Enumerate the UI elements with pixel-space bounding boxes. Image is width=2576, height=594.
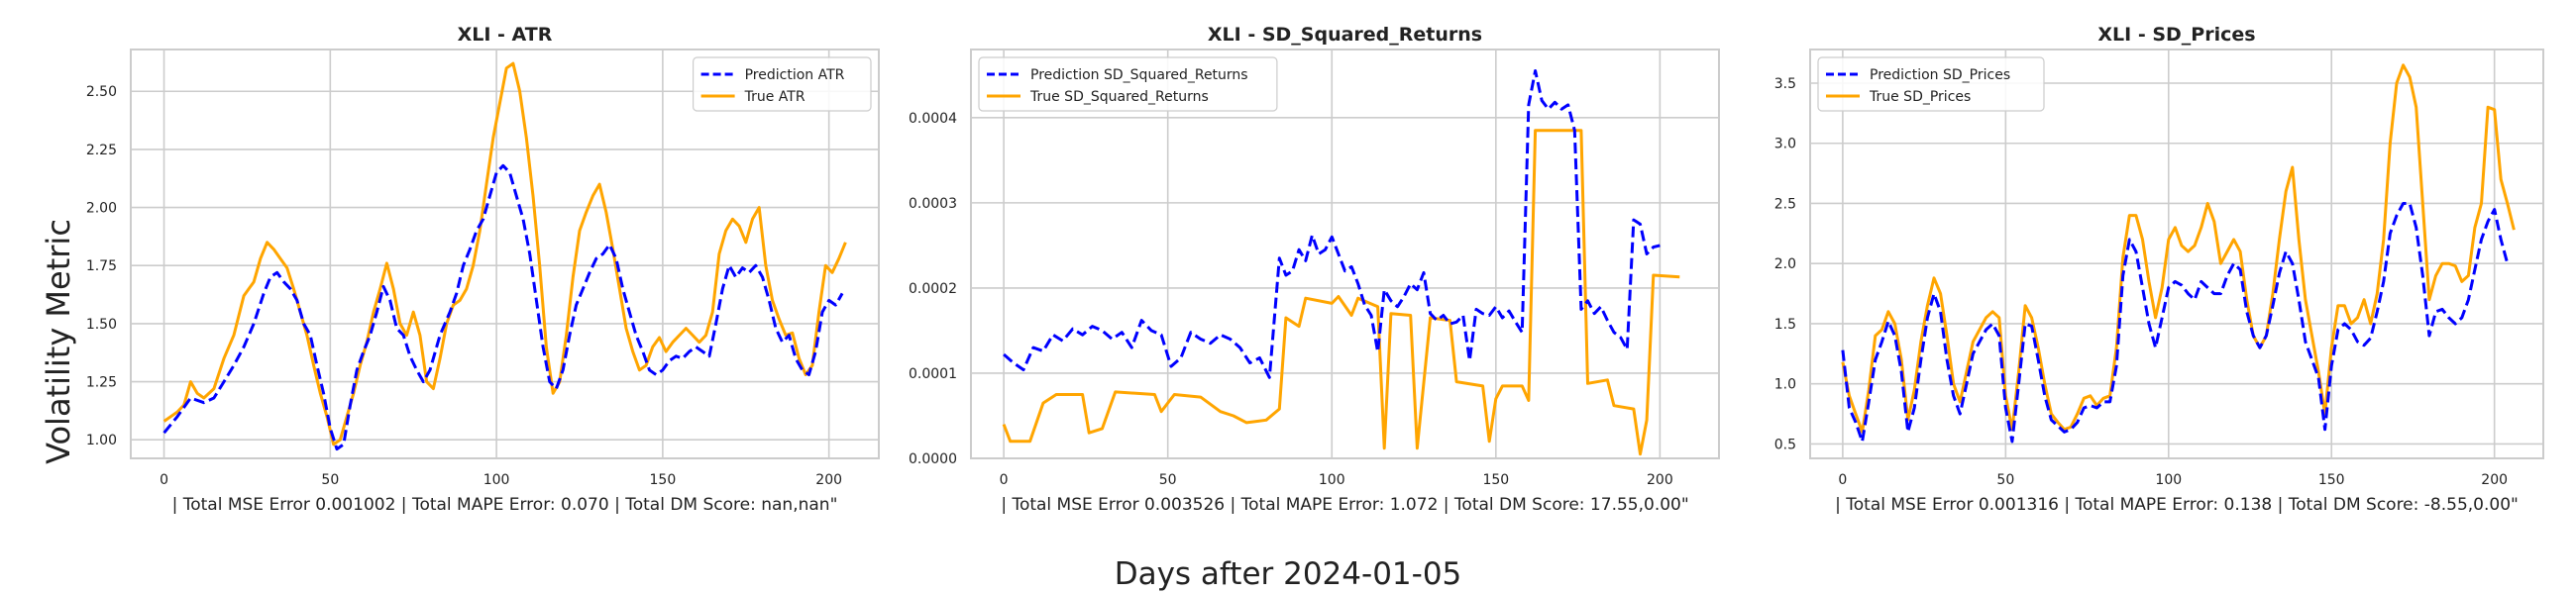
x-tick-label: 100 (1319, 472, 1345, 488)
y-tick-label: 1.50 (86, 317, 117, 333)
y-tick-label: 2.5 (1774, 196, 1796, 212)
x-tick-label: 200 (815, 472, 842, 488)
legend: Prediction SD_Prices True SD_Prices (1818, 57, 2044, 111)
x-tick-label: 150 (2318, 472, 2345, 488)
y-tick-label: 1.0 (1774, 377, 1796, 393)
y-tick-label: 0.5 (1774, 437, 1796, 452)
y-tick-label: 2.00 (86, 201, 117, 217)
series-line-prediction (1843, 204, 2508, 443)
legend-label: True ATR (744, 89, 805, 105)
y-tick-label: 1.75 (86, 258, 117, 274)
chart-panel-3: 0 50 100 150 200 0.5 1.0 1.5 2.0 2.5 3.0 3.5 XLI - S… (1774, 24, 2543, 515)
legend-label: Prediction SD_Squared_Returns (1030, 67, 1248, 83)
y-tick-label: 0.0004 (909, 111, 957, 127)
y-tick-label: 3.5 (1774, 76, 1796, 92)
series-line-true (1004, 131, 1679, 454)
figure-ylabel: Volatility Metric (40, 219, 77, 464)
y-tick-label: 3.0 (1774, 137, 1796, 152)
y-tick-label: 0.0001 (909, 366, 957, 382)
series-line-true (164, 63, 846, 445)
x-tick-label: 50 (321, 472, 339, 488)
x-tick-label: 100 (483, 472, 510, 488)
y-tick-label: 1.00 (86, 433, 117, 448)
legend-label: Prediction ATR (745, 67, 845, 83)
chart-xlabel: | Total MSE Error 0.001316 | Total MAPE … (1835, 495, 2519, 515)
x-tick-label: 50 (1996, 472, 2014, 488)
x-tick-label: 0 (1000, 472, 1009, 488)
chart-title: XLI - SD_Squared_Returns (1208, 24, 1482, 46)
y-tick-label: 0.0003 (909, 196, 957, 212)
x-tick-label: 0 (160, 472, 168, 488)
x-tick-label: 200 (1647, 472, 1673, 488)
chart-panel-2: 0 50 100 150 200 0.0000 0.0001 0.0002 0.0003 0.00… (909, 24, 1719, 515)
y-tick-label: 0.0000 (909, 451, 957, 467)
y-tick-label: 0.0002 (909, 281, 957, 297)
legend-label: True SD_Prices (1869, 89, 1971, 105)
legend-label: Prediction SD_Prices (1870, 67, 2010, 83)
chart-xlabel: | Total MSE Error 0.003526 | Total MAPE … (1001, 495, 1688, 515)
figure-xlabel: Days after 2024-01-05 (1115, 556, 1462, 592)
x-tick-label: 150 (650, 472, 677, 488)
legend: Prediction ATR True ATR (694, 57, 871, 111)
chart-title: XLI - ATR (458, 24, 553, 46)
x-tick-label: 100 (2155, 472, 2182, 488)
x-tick-label: 0 (1838, 472, 1847, 488)
y-tick-label: 2.0 (1774, 256, 1796, 272)
series-line-true (1843, 65, 2514, 433)
y-tick-label: 1.25 (86, 375, 117, 391)
x-tick-label: 150 (1482, 472, 1509, 488)
chart-xlabel: | Total MSE Error 0.001002 | Total MAPE … (172, 495, 838, 515)
chart-title: XLI - SD_Prices (2097, 24, 2255, 46)
y-tick-label: 2.50 (86, 84, 117, 100)
chart-panel-1: 0 50 100 150 200 1.00 1.25 1.50 1.75 2.00 2.25 2.50… (86, 24, 879, 515)
y-tick-label: 2.25 (86, 143, 117, 158)
legend-label: True SD_Squared_Returns (1029, 89, 1209, 105)
legend: Prediction SD_Squared_Returns True SD_Squ… (979, 57, 1277, 111)
x-tick-label: 200 (2481, 472, 2508, 488)
y-tick-label: 1.5 (1774, 317, 1796, 333)
x-tick-label: 50 (1159, 472, 1177, 488)
